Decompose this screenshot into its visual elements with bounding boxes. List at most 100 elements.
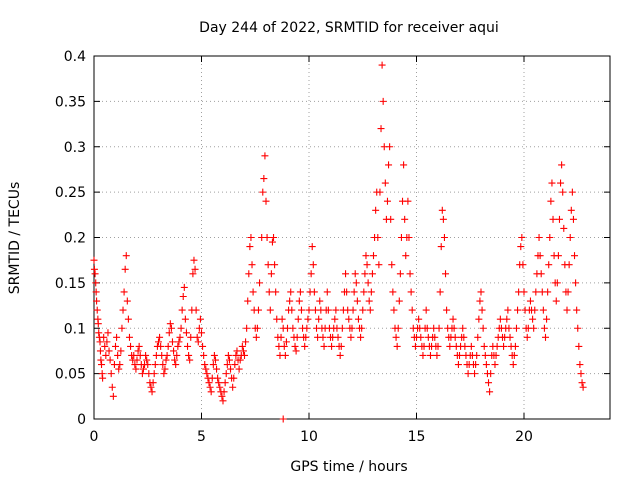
data-point (555, 215, 563, 223)
data-point (281, 351, 289, 359)
data-point (392, 333, 400, 341)
data-point (545, 261, 553, 269)
data-point (302, 333, 310, 341)
data-point (401, 215, 409, 223)
data-point (184, 342, 192, 350)
data-point (518, 234, 526, 241)
data-point (514, 306, 522, 314)
data-point (214, 374, 222, 382)
data-point (491, 361, 499, 369)
x-tick-label: 20 (515, 429, 533, 445)
data-point (296, 288, 304, 296)
data-point (248, 261, 256, 269)
data-point (567, 206, 575, 214)
data-point (156, 333, 164, 341)
data-point (504, 306, 512, 314)
data-point (264, 261, 272, 269)
data-point (125, 333, 133, 341)
data-point (350, 288, 358, 296)
data-point (261, 152, 269, 160)
data-point (163, 351, 171, 359)
data-point (362, 252, 370, 260)
y-tick-label: 0.2 (64, 231, 86, 247)
data-point (540, 324, 548, 332)
data-point (109, 392, 117, 400)
data-point (272, 288, 280, 296)
data-point (297, 306, 305, 314)
data-point (252, 333, 260, 341)
data-point (439, 215, 447, 223)
data-point (364, 279, 372, 287)
data-point (478, 306, 486, 314)
data-point (440, 234, 448, 241)
data-point (407, 288, 415, 296)
data-point (435, 324, 443, 332)
data-point (354, 315, 362, 323)
data-point (320, 342, 328, 350)
data-point (376, 188, 384, 196)
data-point (213, 365, 221, 373)
data-point (467, 342, 475, 350)
data-point (96, 338, 104, 346)
data-point (157, 342, 165, 350)
data-point (216, 383, 224, 391)
data-point (433, 351, 441, 359)
data-point (247, 234, 255, 241)
data-point (219, 397, 227, 405)
data-point (288, 306, 296, 314)
data-point (238, 342, 246, 350)
data-point (506, 333, 514, 341)
data-point (396, 270, 404, 278)
data-point (560, 224, 568, 232)
data-point (192, 306, 200, 314)
data-point (579, 383, 587, 391)
data-point (97, 356, 105, 364)
data-point (331, 315, 339, 323)
data-point (195, 324, 203, 332)
data-point (196, 315, 204, 323)
x-tick-label: 10 (300, 429, 318, 445)
data-point (112, 342, 119, 350)
data-point (171, 356, 179, 364)
data-point (115, 365, 123, 373)
data-point (517, 243, 525, 251)
data-point (568, 188, 576, 196)
data-point (289, 324, 297, 332)
data-point (307, 270, 315, 278)
data-point (220, 388, 228, 396)
data-point (236, 356, 244, 364)
data-point (92, 288, 100, 296)
data-point (175, 338, 183, 346)
data-point (565, 261, 573, 269)
data-point (438, 206, 446, 214)
data-point (505, 324, 513, 332)
data-point (411, 342, 419, 350)
data-point (572, 279, 580, 287)
data-point (577, 370, 585, 378)
data-point (233, 347, 241, 355)
data-point (388, 261, 396, 269)
data-point (168, 338, 176, 346)
data-point (552, 297, 560, 305)
data-point (230, 374, 238, 382)
data-point (93, 306, 101, 314)
data-point (191, 265, 199, 273)
y-tick-label: 0.15 (55, 276, 86, 292)
data-point (557, 179, 565, 187)
data-point (254, 306, 262, 314)
data-point (450, 324, 458, 332)
data-point (266, 306, 274, 314)
data-point (459, 324, 467, 332)
data-point (531, 306, 539, 314)
data-point (385, 161, 393, 169)
data-point (563, 306, 571, 314)
data-point (415, 315, 423, 323)
data-point (548, 179, 556, 187)
data-point (185, 351, 193, 359)
data-point (98, 361, 106, 369)
data-point (108, 383, 116, 391)
data-point (368, 270, 376, 278)
x-axis-label: GPS time / hours (290, 459, 407, 475)
data-point (138, 370, 146, 378)
data-series-srmtid (90, 61, 587, 423)
